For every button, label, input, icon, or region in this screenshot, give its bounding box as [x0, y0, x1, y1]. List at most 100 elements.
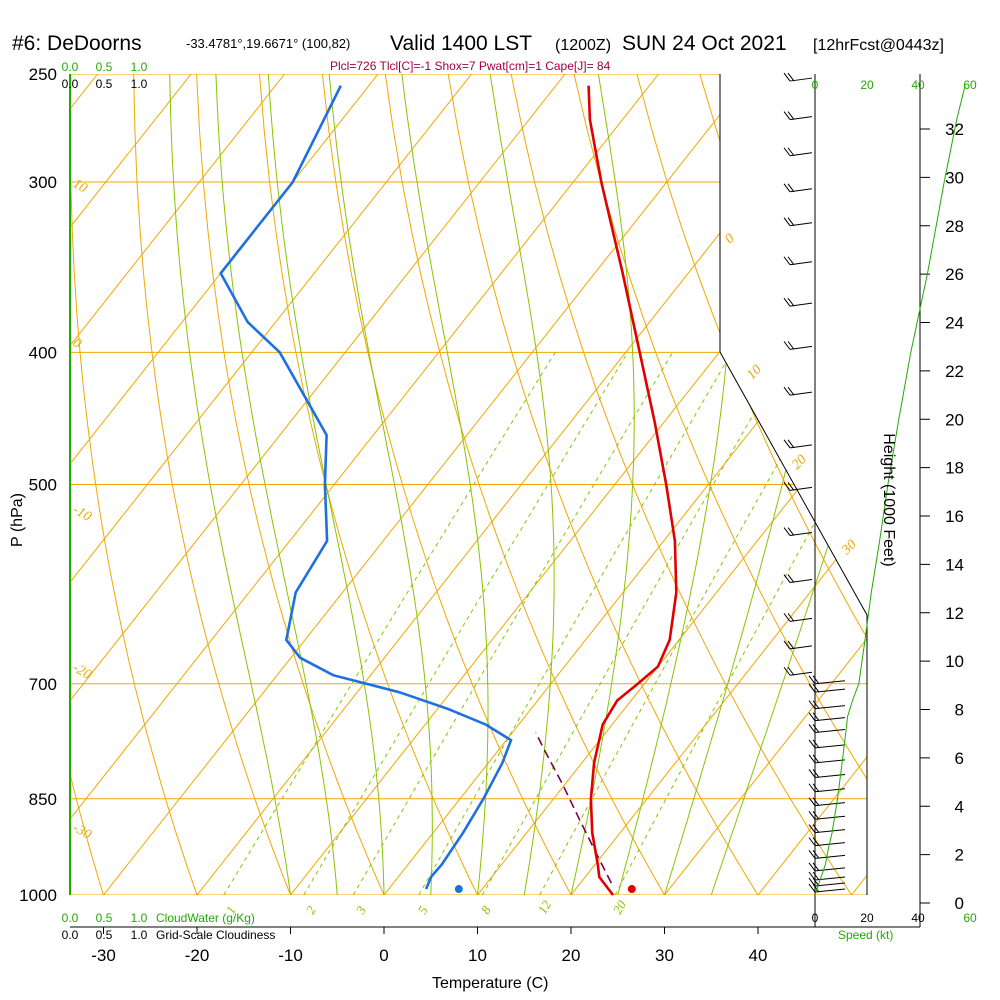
wind-barb-flag: [808, 837, 816, 846]
moist-adiabat: [215, 74, 338, 895]
wind-barb-flag: [808, 700, 816, 709]
wind-barb-flag: [812, 683, 820, 693]
wind-barb-flag: [787, 666, 795, 676]
wind-barb: [814, 759, 846, 764]
wind-barb: [814, 680, 846, 685]
wind-barb-flag: [787, 341, 795, 350]
pressure-tick-label: 850: [29, 790, 57, 809]
dry-adiabat: [825, 74, 867, 895]
temperature-tick-label: 40: [749, 946, 768, 965]
wind-barb-flag: [808, 783, 816, 793]
wind-barb: [814, 728, 846, 733]
wind-barb-flag: [787, 147, 795, 157]
wind-barb-flag: [787, 527, 795, 536]
cloudiness-tick-top: 1.0: [131, 77, 148, 91]
pressure-tick-label: 500: [29, 476, 57, 495]
isotherm-label: 0: [722, 231, 738, 247]
height-tick-label: 16: [945, 507, 964, 526]
wind-barb-flag: [808, 769, 816, 778]
wind-barb: [814, 815, 846, 820]
title-coords: -33.4781°,19.6671° (100,82): [186, 36, 350, 51]
pressure-tick-label: 400: [29, 343, 57, 362]
wind-barb-flag: [812, 754, 820, 764]
pressure-tick-label: 700: [29, 675, 57, 694]
height-tick-label: 12: [945, 604, 964, 623]
temperature-tick-label: -30: [91, 946, 116, 965]
temperature-axis: -30 -20 -10 0 10 20 30 40: [70, 926, 920, 965]
wind-barb-flag: [808, 754, 816, 764]
temperature-tick-label: 0: [379, 946, 388, 965]
title-station: #6: DeDoorns: [12, 32, 142, 55]
wind-barb-flag: [783, 183, 791, 193]
wind-barb-flag: [787, 256, 795, 266]
isotherm-line: [70, 74, 566, 895]
background-grid: [70, 74, 867, 895]
y-axis-title: P (hPa): [9, 493, 26, 547]
mixing-ratio-label: 5: [415, 903, 431, 917]
mixing-ratio-label: 12: [535, 897, 555, 916]
height-profile-line: [814, 85, 966, 896]
isotherm-label: 30: [839, 537, 860, 558]
wind-barb-flag: [787, 640, 795, 650]
height-tick-label: 22: [945, 362, 964, 381]
dry-adiabat: [133, 74, 291, 895]
wind-barb-flag: [783, 666, 791, 676]
cloudwater-tick-bottom: 0.5: [96, 911, 113, 925]
cloudwater-axis-label: CloudWater (g/Kg): [156, 911, 255, 925]
height-tick-label: 2: [955, 846, 964, 865]
parcel-trace: [535, 732, 613, 884]
wind-barb-flag: [787, 439, 795, 449]
cloudiness-tick-bottom: 1.0: [131, 928, 148, 942]
isotherm-line: [851, 74, 867, 895]
wind-barb-flag: [812, 883, 820, 893]
wind-barb-flag: [783, 111, 791, 120]
moist-adiabat: [401, 74, 489, 895]
speed-tick-bottom: 20: [860, 911, 874, 925]
wind-barb-flag: [787, 574, 795, 583]
title-forecast: [12hrFcst@0443z]: [813, 37, 944, 54]
moist-adiabat: [710, 74, 867, 895]
height-tick-label: 10: [945, 652, 964, 671]
height-tick-label: 20: [945, 410, 964, 429]
dry-adiabat: [321, 74, 572, 895]
wind-barb: [814, 802, 846, 807]
wind-barb-flag: [808, 810, 816, 820]
wind-barb-flag: [787, 482, 795, 491]
isotherm-label: 20: [789, 452, 810, 473]
speed-tick-bottom: 0: [812, 911, 819, 925]
surface-temperature-point: [627, 885, 636, 894]
height-tick-label: 28: [945, 217, 964, 236]
title-date: SUN 24 Oct 2021: [622, 32, 787, 55]
wind-barb-flag: [787, 297, 795, 307]
cloud-axes: 0.0 0.5 1.0 0.0 0.5 1.0 0.0 0.5 1.0 CloudWater (g…: [62, 60, 276, 942]
wind-barb-flag: [812, 871, 820, 881]
wind-barb-flag: [783, 341, 791, 350]
wind-barb-flag: [808, 797, 816, 806]
wind-barb: [814, 788, 846, 793]
wind-barb-flag: [783, 217, 791, 227]
moist-adiabat: [328, 74, 433, 895]
surface-dewpoint-point: [454, 885, 463, 894]
wind-barb: [814, 829, 846, 834]
pressure-tick-label: 250: [29, 65, 57, 84]
wind-barb: [814, 888, 846, 893]
wind-barb-flag: [812, 700, 820, 709]
plot-frame: [69, 74, 868, 895]
wind-barb: [814, 882, 846, 887]
height-tick-label: 6: [955, 749, 964, 768]
isotherm-line: [383, 74, 867, 895]
moist-adiabat: [169, 74, 291, 895]
isotherm-line: [70, 74, 285, 895]
isotherm-label: -30: [70, 820, 94, 842]
isotherm-line: [70, 74, 659, 895]
mixing-ratio-line: [303, 352, 629, 895]
pressure-axis: 250 300 400 500 700 850 1000: [19, 65, 57, 905]
temperature-tick-label: -10: [278, 946, 303, 965]
mixing-ratio-label: 8: [478, 903, 494, 917]
isotherm-line: [70, 74, 472, 895]
cloudwater-tick-top: 0.0: [62, 60, 79, 74]
title-utc: (1200Z): [555, 37, 611, 54]
wind-barb: [814, 773, 846, 778]
